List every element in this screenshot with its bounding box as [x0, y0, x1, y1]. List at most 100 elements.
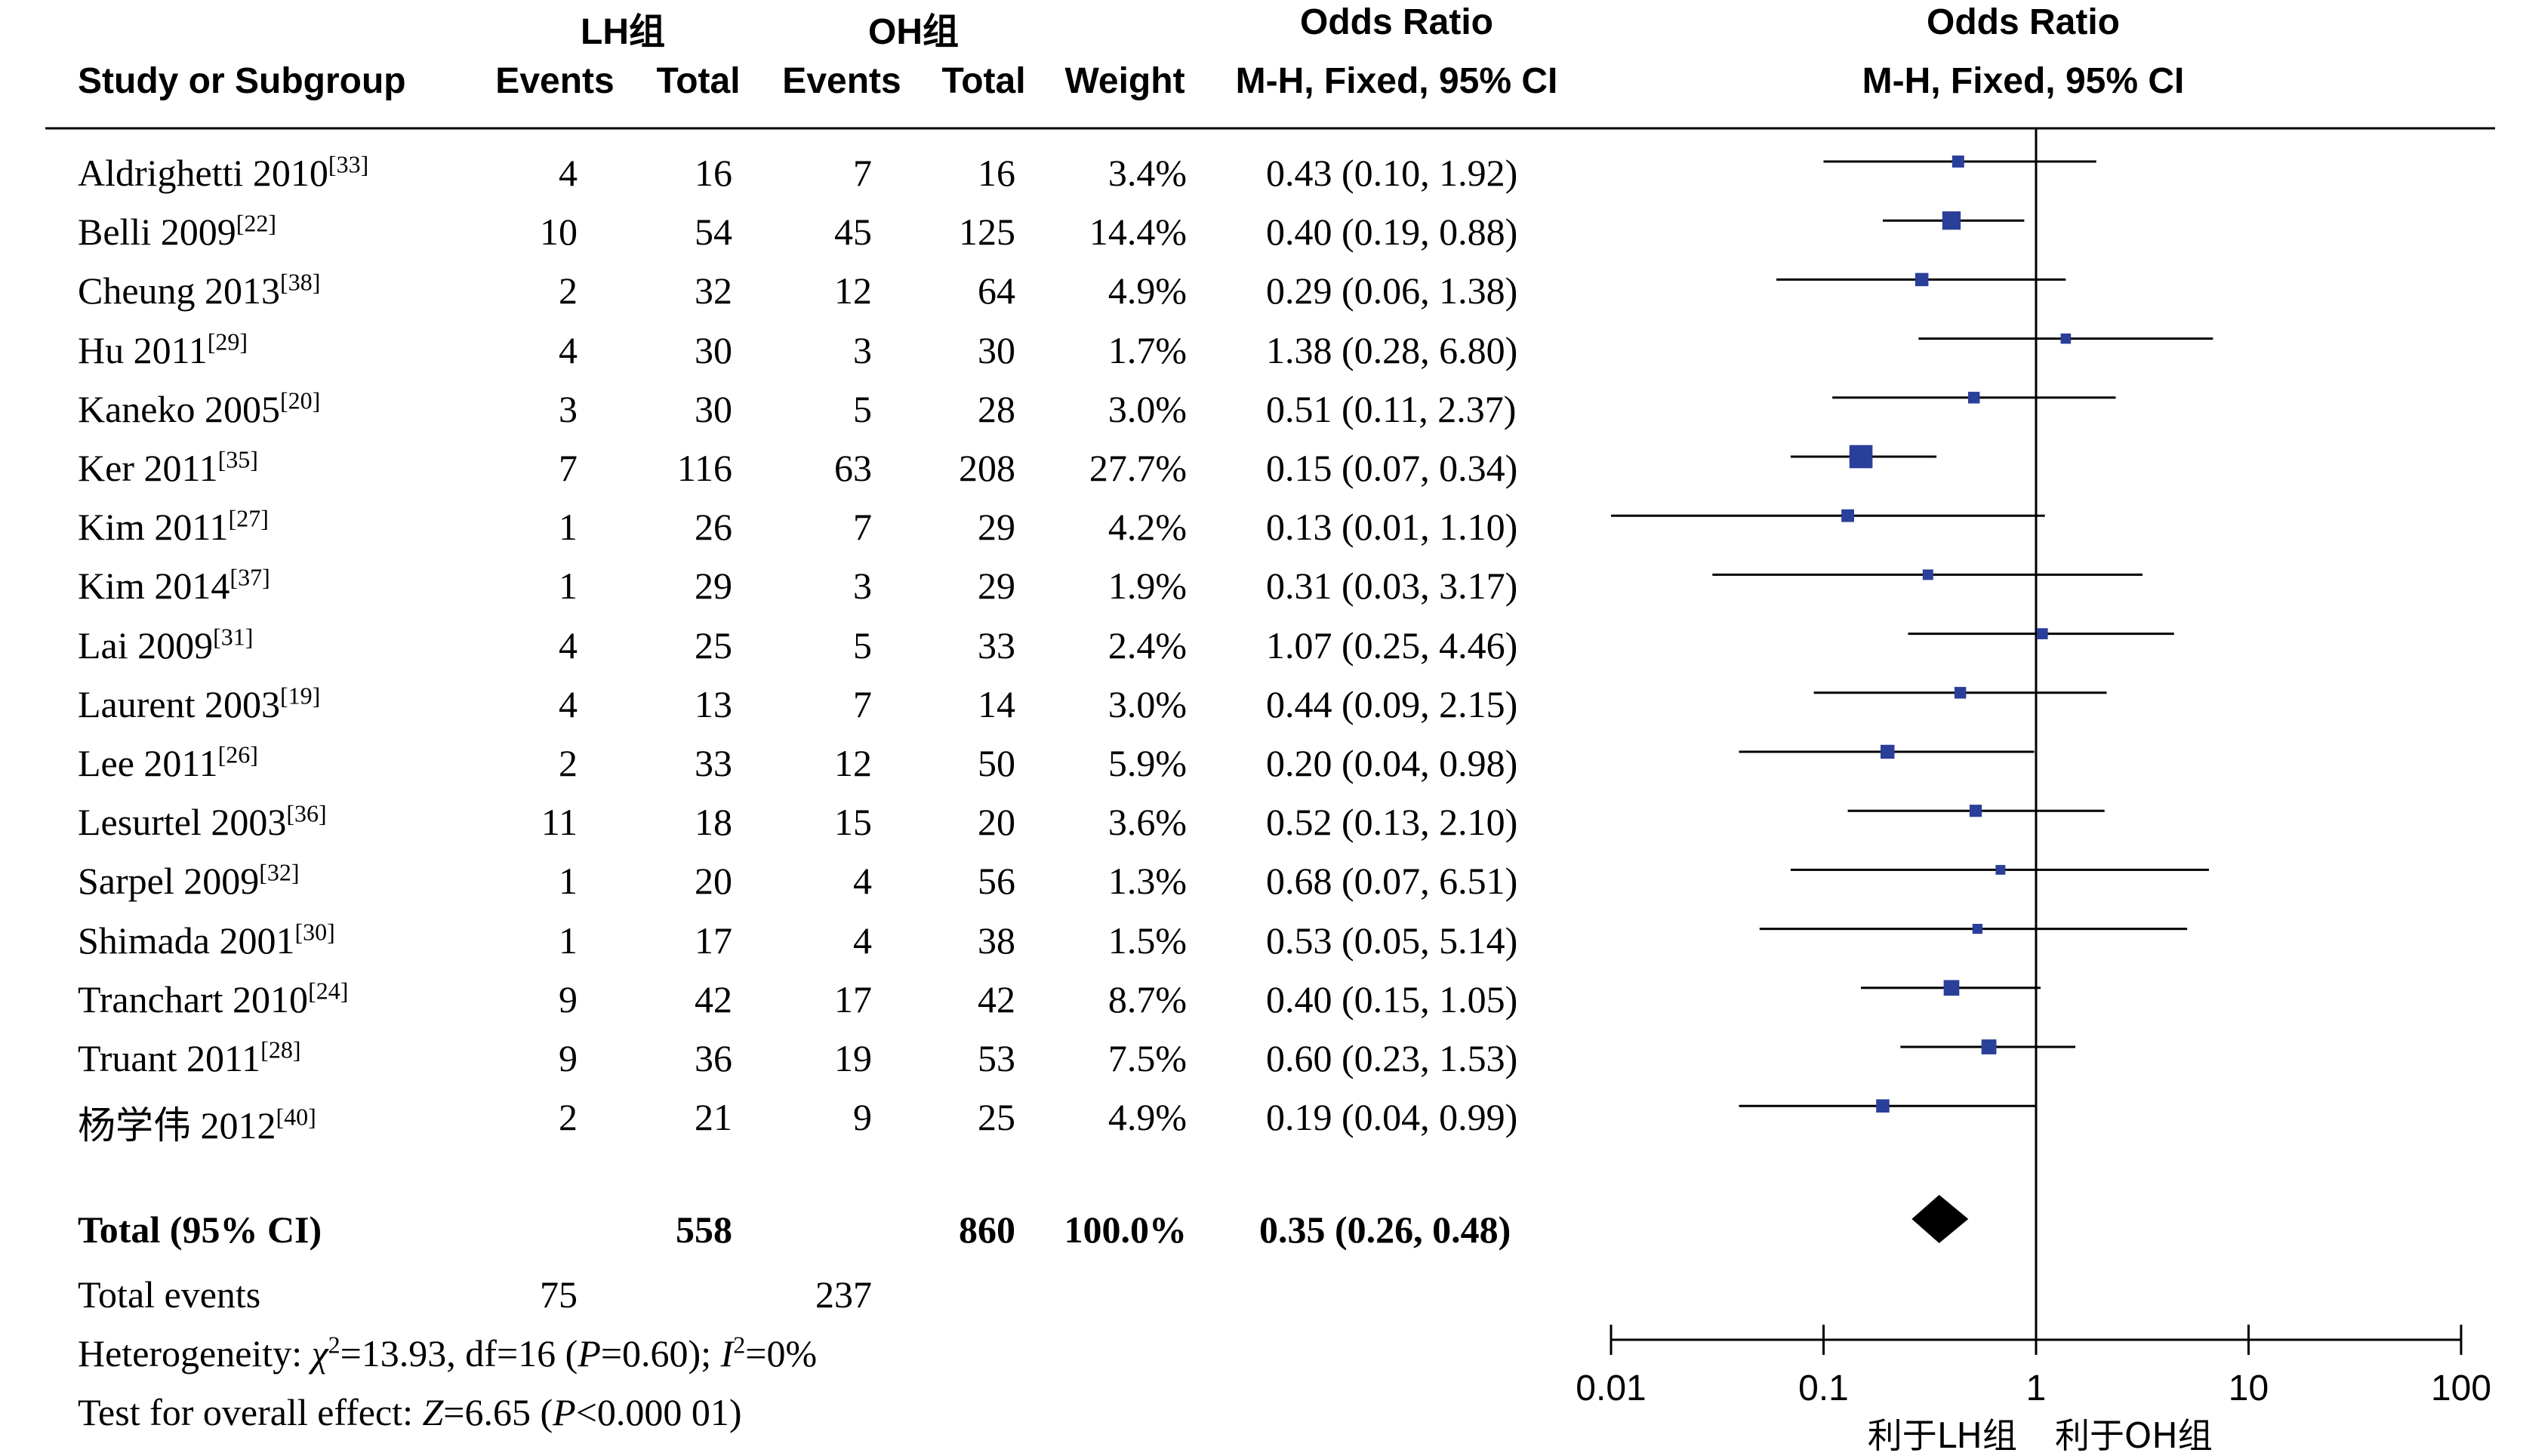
- study-events2: 7: [853, 683, 872, 725]
- overall-effect-text: Test for overall effect: Z=6.65 (P<0.000…: [78, 1391, 742, 1433]
- x-tick-label: 0.01: [1576, 1368, 1646, 1408]
- study-events1: 7: [559, 447, 578, 489]
- study-weight: 3.4%: [1107, 152, 1187, 194]
- study-weight: 1.9%: [1107, 565, 1187, 607]
- study-total1: 116: [676, 447, 732, 489]
- study-reference: [36]: [286, 799, 327, 827]
- study-marker: [1915, 272, 1929, 287]
- study-name: Shimada 2001[30]: [78, 919, 335, 962]
- events2-col-header: Events: [782, 61, 901, 101]
- study-marker: [1951, 155, 1964, 168]
- study-weight: 4.2%: [1107, 506, 1187, 548]
- study-marker: [1967, 392, 1980, 404]
- study-total1: 30: [695, 329, 732, 371]
- study-total2: 56: [978, 860, 1015, 902]
- study-weight: 3.6%: [1107, 801, 1187, 843]
- study-events1: 2: [559, 1096, 578, 1138]
- study-ci: 0.53 (0.05, 5.14): [1266, 919, 1518, 962]
- x-tick-label: 0.1: [1798, 1368, 1849, 1408]
- study-events1: 1: [559, 860, 578, 902]
- x-tick-label: 10: [2229, 1368, 2269, 1408]
- or-left-subheader: M-H, Fixed, 95% CI: [1235, 61, 1558, 101]
- study-name-text: Lee 2011: [78, 742, 218, 784]
- study-weight: 1.3%: [1107, 860, 1187, 902]
- study-ci: 0.43 (0.10, 1.92): [1266, 152, 1518, 194]
- study-name: Lesurtel 2003[36]: [78, 800, 327, 844]
- study-total1: 21: [695, 1096, 732, 1138]
- study-weight: 3.0%: [1107, 388, 1187, 430]
- study-weight: 8.7%: [1107, 978, 1187, 1020]
- total-events-e2: 237: [815, 1273, 872, 1316]
- x-tick-label: 1: [2026, 1368, 2047, 1408]
- study-reference: [32]: [259, 858, 300, 886]
- study-events1: 9: [559, 1037, 578, 1079]
- study-name-text: Tranchart 2010: [78, 978, 309, 1020]
- study-marker: [1841, 509, 1854, 522]
- group2-header: OH组: [867, 12, 959, 52]
- study-marker: [1922, 569, 1933, 580]
- or-right-subheader: M-H, Fixed, 95% CI: [1862, 61, 2185, 101]
- study-name: Kim 2011[27]: [78, 505, 269, 549]
- study-reference: [33]: [328, 150, 369, 178]
- study-ci: 0.51 (0.11, 2.37): [1266, 388, 1517, 430]
- study-events1: 2: [559, 742, 578, 784]
- study-marker: [1881, 744, 1895, 759]
- study-total2: 29: [978, 565, 1015, 607]
- study-marker: [1942, 211, 1961, 230]
- weight-col-header: Weight: [1064, 61, 1185, 101]
- study-ci: 0.68 (0.07, 6.51): [1266, 860, 1518, 902]
- study-reference: [37]: [229, 563, 270, 591]
- study-events1: 9: [559, 978, 578, 1020]
- study-name-text: Sarpel 2009: [78, 860, 260, 902]
- favours-left-label: 利于LH组: [1868, 1415, 2017, 1456]
- or-left-header: Odds Ratio: [1299, 2, 1493, 42]
- study-total2: 64: [978, 269, 1015, 312]
- study-name-text: 杨学伟 2012: [78, 1104, 276, 1147]
- total-t1: 558: [676, 1208, 732, 1251]
- study-name-text: Kim 2011: [78, 506, 229, 548]
- study-reference: [20]: [280, 386, 321, 414]
- or-right-header: Odds Ratio: [1926, 2, 2120, 42]
- study-name-text: Lai 2009: [78, 624, 214, 666]
- study-ci: 0.19 (0.04, 0.99): [1266, 1096, 1518, 1138]
- study-total2: 25: [978, 1096, 1015, 1138]
- study-marker: [1972, 923, 1983, 934]
- study-total2: 29: [978, 506, 1015, 548]
- study-events2: 12: [834, 742, 872, 784]
- study-name: Lee 2011[26]: [78, 741, 258, 785]
- study-name: Tranchart 2010[24]: [78, 977, 348, 1021]
- study-events2: 9: [853, 1096, 872, 1138]
- study-marker: [1981, 1039, 1997, 1054]
- study-ci: 0.40 (0.19, 0.88): [1266, 211, 1518, 253]
- study-total1: 13: [695, 683, 732, 725]
- study-events1: 4: [559, 329, 578, 371]
- study-events1: 1: [559, 506, 578, 548]
- study-reference: [27]: [228, 504, 269, 532]
- study-events2: 3: [853, 565, 872, 607]
- study-name: Lai 2009[31]: [78, 623, 253, 667]
- total-label: Total (95% CI): [78, 1208, 322, 1251]
- study-name: Aldrighetti 2010[33]: [78, 151, 368, 195]
- study-ci: 0.29 (0.06, 1.38): [1266, 269, 1518, 312]
- study-total1: 25: [695, 624, 732, 666]
- favours-right-label: 利于OH组: [2055, 1415, 2213, 1456]
- study-name: Kaneko 2005[20]: [78, 387, 320, 431]
- study-total1: 17: [695, 919, 732, 962]
- study-name: Sarpel 2009[32]: [78, 859, 300, 903]
- total-diamond: [1911, 1195, 1969, 1243]
- study-weight: 27.7%: [1089, 447, 1187, 489]
- study-weight: 1.5%: [1107, 919, 1187, 962]
- events1-col-header: Events: [495, 61, 615, 101]
- study-marker: [1995, 864, 2006, 875]
- study-total2: 20: [978, 801, 1015, 843]
- study-weight: 4.9%: [1107, 269, 1187, 312]
- study-name: 杨学伟 2012[40]: [78, 1095, 316, 1150]
- study-total2: 30: [978, 329, 1015, 371]
- study-col-header: Study or Subgroup: [78, 61, 406, 101]
- study-events2: 12: [834, 269, 872, 312]
- study-ci: 0.60 (0.23, 1.53): [1266, 1037, 1518, 1079]
- study-total1: 33: [695, 742, 732, 784]
- total-ci: 0.35 (0.26, 0.48): [1259, 1208, 1511, 1251]
- study-events1: 11: [541, 801, 578, 843]
- study-events1: 2: [559, 269, 578, 312]
